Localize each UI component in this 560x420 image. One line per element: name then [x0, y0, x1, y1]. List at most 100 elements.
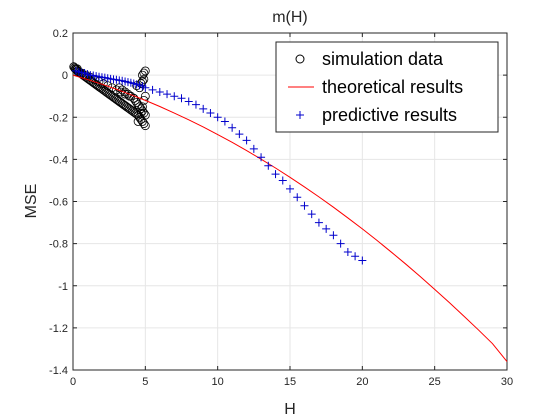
x-tick-label: 0: [70, 376, 76, 388]
simulation-point: [87, 77, 97, 86]
simulation-point: [125, 104, 134, 114]
simulation-point: [120, 101, 130, 111]
predictive-point: [228, 123, 237, 132]
simulation-point: [107, 83, 117, 93]
simulation-point: [104, 89, 114, 99]
legend-item-predictive-results: predictive results: [296, 105, 457, 125]
simulation-point: [93, 81, 102, 91]
simulation-point: [140, 66, 150, 76]
y-tick-label: -0.2: [49, 112, 68, 124]
predictive-point: [235, 130, 244, 139]
predictive-point: [293, 193, 302, 202]
simulation-point: [132, 109, 142, 119]
simulation-point: [139, 68, 149, 78]
simulation-point: [100, 86, 110, 96]
predictive-point: [220, 117, 229, 126]
chart-title: m(H): [272, 9, 308, 26]
predictive-point: [351, 252, 360, 261]
legend-item-theoretical-results: theoretical results: [288, 77, 463, 97]
y-tick-label: -0.8: [49, 239, 68, 251]
legend-label-predictive-results: predictive results: [322, 105, 457, 125]
series-layer: [69, 62, 508, 362]
x-tick-label: 30: [501, 376, 513, 388]
predictive-point: [163, 90, 172, 99]
simulation-point: [119, 100, 129, 110]
simulation-point: [139, 119, 149, 128]
predictive-point: [300, 201, 309, 210]
y-tick-label: 0: [62, 70, 68, 82]
x-tick-label: 20: [356, 376, 368, 388]
simulation-point: [112, 94, 121, 104]
predictive-point: [206, 109, 215, 118]
simulation-point: [122, 102, 131, 112]
simulation-point: [117, 99, 127, 108]
simulation-point: [133, 117, 143, 126]
x-tick-label: 25: [429, 376, 441, 388]
predictive-point: [148, 85, 157, 94]
simulation-point: [91, 80, 101, 90]
predictive-point: [271, 170, 280, 179]
x-tick-label: 15: [284, 376, 296, 388]
predictive-point: [184, 97, 193, 106]
axis-ticks: 0 5 10 15 20 25 30 -1.4 -1.2 -1 -0.8 -0.6 -0.4 -0.2 0 0…: [49, 28, 513, 388]
simulation-point: [116, 98, 126, 107]
predictive-point: [278, 176, 287, 185]
predictive-point: [314, 218, 323, 227]
x-tick-label: 10: [212, 376, 224, 388]
y-axis-label: MSE: [23, 184, 40, 219]
theoretical-curve: [72, 74, 508, 362]
predictive-point: [170, 92, 179, 101]
simulation-point: [123, 103, 133, 113]
y-tick-label: -0.6: [49, 197, 68, 209]
series-predictive-results: [71, 66, 367, 265]
predictive-point: [329, 231, 338, 240]
simulation-point: [114, 97, 124, 106]
predictive-point: [155, 87, 164, 96]
y-tick-label: -1: [58, 281, 68, 293]
y-tick-label: -1.2: [49, 323, 68, 335]
predictive-point: [257, 153, 266, 162]
simulation-point: [112, 85, 121, 95]
simulation-point: [97, 84, 107, 94]
simulation-point: [140, 110, 150, 120]
simulation-point: [135, 112, 144, 122]
simulation-point: [139, 74, 149, 84]
predictive-point: [358, 256, 367, 265]
simulation-point: [113, 96, 123, 105]
legend-marker-circle: [295, 54, 305, 64]
x-axis-label: H: [284, 401, 296, 418]
simulation-point: [129, 93, 139, 103]
y-tick-label: 0.2: [53, 28, 68, 40]
simulation-point: [109, 92, 118, 102]
simulation-point: [94, 82, 104, 92]
predictive-point: [242, 136, 251, 145]
simulation-point: [110, 93, 120, 103]
predictive-point: [199, 104, 208, 113]
predictive-point: [307, 210, 316, 219]
predictive-point: [286, 184, 294, 193]
simulation-point: [126, 105, 136, 115]
predictive-point: [141, 83, 150, 92]
predictive-point: [322, 224, 331, 233]
series-simulation-data: [69, 62, 150, 131]
simulation-point: [127, 106, 137, 116]
simulation-point: [138, 102, 147, 112]
y-tick-label: -1.4: [49, 365, 68, 377]
x-tick-label: 5: [142, 376, 148, 388]
simulation-point: [107, 91, 117, 101]
legend-item-simulation-data: simulation data: [295, 49, 444, 69]
legend-marker-plus: [296, 111, 304, 119]
predictive-point: [191, 100, 200, 109]
legend: simulation data theoretical results pred…: [275, 41, 499, 133]
simulation-point: [101, 87, 111, 97]
y-tick-label: -0.4: [49, 154, 68, 166]
predictive-point: [343, 248, 352, 257]
predictive-point: [336, 239, 345, 248]
legend-label-theoretical-results: theoretical results: [322, 77, 463, 97]
predictive-point: [213, 113, 222, 122]
predictive-point: [264, 161, 273, 170]
predictive-point: [177, 94, 186, 103]
simulation-point: [136, 108, 146, 118]
predictive-point: [249, 144, 258, 153]
